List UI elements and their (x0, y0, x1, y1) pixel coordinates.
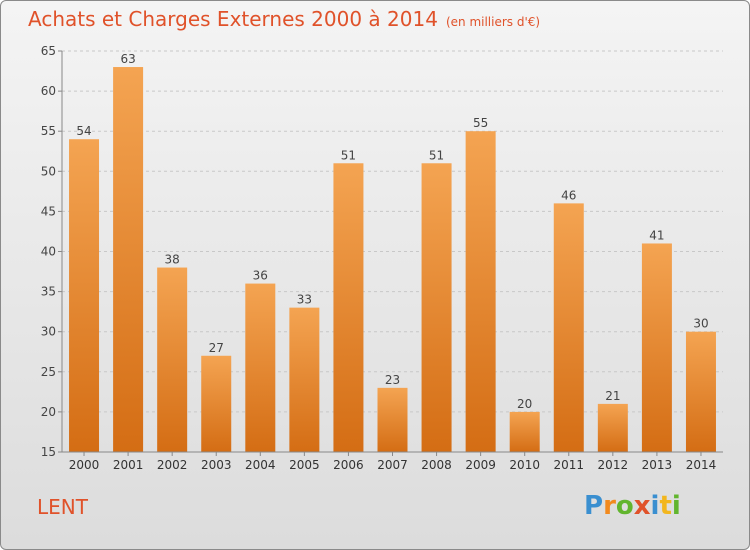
y-tick-label: 20 (41, 405, 56, 419)
bar (201, 355, 232, 452)
y-tick-label: 35 (41, 285, 56, 299)
y-tick-label: 50 (41, 164, 56, 178)
y-tick-label: 45 (41, 204, 56, 218)
bar (641, 243, 672, 452)
logo-letter: t (659, 491, 672, 521)
bar (157, 267, 188, 452)
x-tick-label: 2006 (333, 458, 364, 472)
data-label: 36 (253, 269, 268, 283)
y-tick-label: 30 (41, 325, 56, 339)
bar (113, 67, 144, 452)
axis-layer: 15 20 25 30 35 40 45 50 55 60 65 2000 2001 2002 2003 20… (41, 44, 723, 472)
bar (245, 283, 276, 452)
logo-letter: i (671, 491, 681, 521)
data-label: 33 (297, 293, 312, 307)
x-tick-label: 2008 (421, 458, 452, 472)
logo-letter: x (633, 491, 651, 521)
bar (421, 163, 452, 452)
logo-letter: o (615, 491, 634, 521)
x-tick-label: 2012 (598, 458, 629, 472)
logo-letter: i (650, 491, 660, 521)
x-tick-label: 2013 (642, 458, 673, 472)
bar (377, 387, 408, 452)
logo-letter: r (603, 491, 616, 521)
data-label: 23 (385, 373, 400, 387)
bar (69, 139, 100, 452)
x-tick-label: 2003 (201, 458, 232, 472)
title-text: Achats et Charges Externes 2000 à 2014 (28, 7, 438, 31)
data-label: 27 (209, 341, 224, 355)
bar (509, 411, 540, 452)
data-label: 51 (429, 148, 444, 162)
x-tick-label: 2010 (509, 458, 540, 472)
bar (333, 163, 364, 452)
x-tick-label: 2005 (289, 458, 320, 472)
data-label: 41 (649, 228, 664, 242)
x-tick-label: 2007 (377, 458, 408, 472)
data-label: 38 (165, 253, 180, 267)
data-label: 46 (561, 188, 576, 202)
y-tick-label: 25 (41, 365, 56, 379)
chart-subtitle: (en milliers d'€) (445, 15, 541, 29)
x-tick-label: 2011 (553, 458, 584, 472)
y-tick-label: 60 (41, 84, 56, 98)
y-tick-label: 55 (41, 124, 56, 138)
data-label: 30 (693, 317, 708, 331)
bar (685, 331, 716, 452)
y-tick-label: 40 (41, 245, 56, 259)
x-tick-label: 2014 (686, 458, 717, 472)
proxiti-logo[interactable]: Proxiti (584, 491, 681, 521)
x-tick-label: 2004 (245, 458, 276, 472)
data-label: 51 (341, 148, 356, 162)
data-label: 20 (517, 397, 532, 411)
bar (597, 403, 628, 452)
x-tick-label: 2000 (69, 458, 100, 472)
bar (553, 203, 584, 452)
bar (289, 307, 320, 452)
x-tick-label: 2002 (157, 458, 188, 472)
data-label: 54 (76, 124, 91, 138)
x-tick-label: 2009 (465, 458, 496, 472)
data-label: 55 (473, 116, 488, 130)
commune-name: LENT (37, 495, 88, 519)
logo-letter: P (584, 491, 604, 521)
data-label: 63 (120, 52, 135, 66)
bar-layer: 54 63 38 27 36 33 51 23 51 55 20 46 21 41 30 (69, 52, 716, 452)
data-label: 21 (605, 389, 620, 403)
x-tick-label: 2001 (113, 458, 144, 472)
chart-title: Achats et Charges Externes 2000 à 2014 (e… (28, 7, 540, 31)
bar (465, 131, 496, 452)
y-tick-label: 65 (41, 44, 56, 58)
y-tick-label: 15 (41, 445, 56, 459)
